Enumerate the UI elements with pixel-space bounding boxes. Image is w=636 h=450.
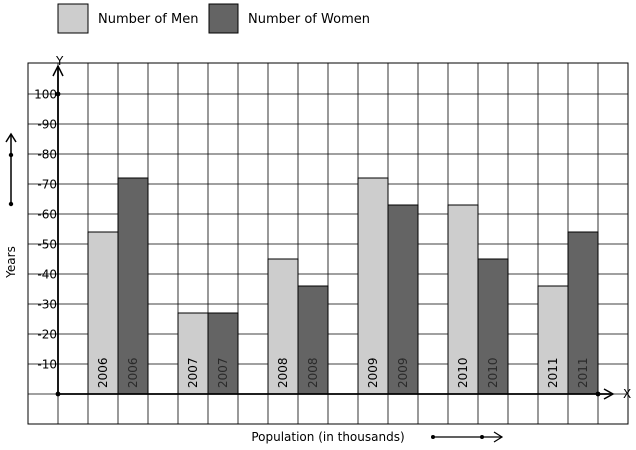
y-tick-label: -30 [37,298,57,312]
bars: 2006 2006 2007 2007 2008 2008 2009 2009 2010 2010… [87,177,599,395]
bar-label-men-2007: 2007 [186,357,200,388]
origin-dot [55,391,61,397]
y-tick-label: -70 [37,178,57,192]
bar-label-women-2007: 2007 [216,357,230,388]
y-tick-label: -10 [37,358,57,372]
bar-label-women-2006: 2006 [126,357,140,388]
bar-label-women-2009: 2009 [396,357,410,388]
legend: Number of Men Number of Women [57,3,370,34]
bar-women-2009 [387,204,419,395]
y-axis-dot [55,91,61,97]
x-axis-dot [595,391,601,397]
y-axis-arrow [5,132,17,207]
bar-label-men-2010: 2010 [456,357,470,388]
y-tick-label: 100 [34,88,57,102]
legend-swatch-women [208,3,239,34]
y-tick-label: -80 [37,148,57,162]
legend-label-women: Number of Women [248,12,370,27]
bar-label-women-2010: 2010 [486,357,500,388]
y-tick-label: -60 [37,208,57,222]
bar-women-2011 [567,231,599,395]
y-tick-labels: -10 -20 -30 -40 -50 -60 -70 -80 -90 100 [34,88,57,372]
x-axis-arrowhead [603,388,615,400]
y-axis-title: Years [4,246,18,279]
bar-men-2011 [537,285,569,395]
bar-label-men-2006: 2006 [96,357,110,388]
legend-label-men: Number of Men [98,12,198,27]
x-axis-letter: X [623,387,631,401]
bar-men-2009 [357,177,389,395]
y-tick-label: -20 [37,328,57,342]
bar-label-women-2011: 2011 [576,357,590,388]
legend-swatch-men [57,3,89,34]
y-tick-label: -50 [37,238,57,252]
bar-label-men-2011: 2011 [546,357,560,388]
bar-women-2006 [117,177,149,395]
x-axis-title: Population (in thousands) [251,430,404,444]
y-tick-label: -90 [37,118,57,132]
y-tick-label: -40 [37,268,57,282]
y-axis-arrowhead [52,64,64,77]
axes [52,64,615,400]
bar-label-women-2008: 2008 [306,357,320,388]
x-axis-arrow [431,431,504,443]
bar-men-2007 [177,312,209,395]
bar-women-2008 [297,285,329,395]
y-axis-letter: Y [55,54,64,68]
bar-label-men-2009: 2009 [366,357,380,388]
bar-label-men-2008: 2008 [276,357,290,388]
bar-women-2007 [207,312,239,395]
